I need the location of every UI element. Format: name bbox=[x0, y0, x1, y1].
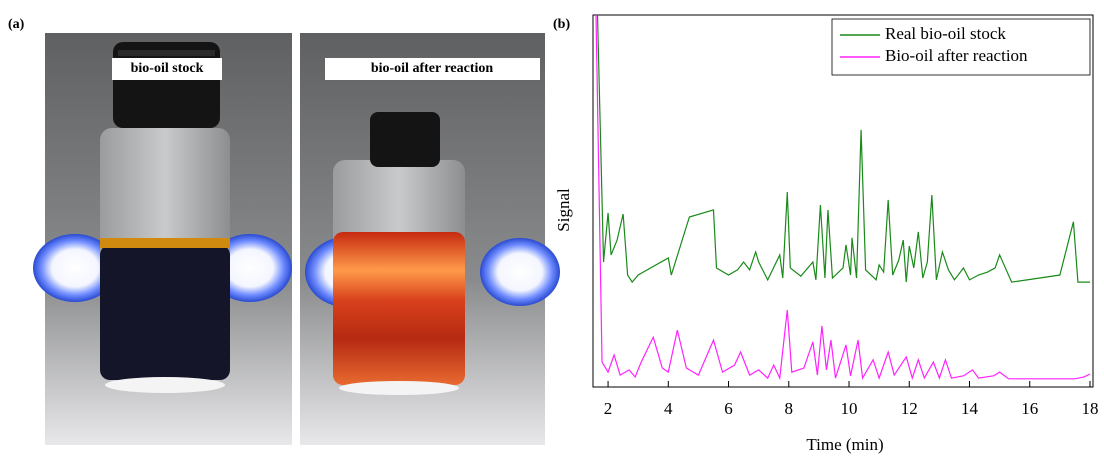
plot-area bbox=[595, 15, 1091, 381]
x-tick-label: 4 bbox=[664, 399, 673, 418]
x-axis-label: Time (min) bbox=[806, 435, 883, 454]
data-line bbox=[596, 15, 1090, 284]
x-tick-label: 10 bbox=[841, 399, 858, 418]
x-tick-label: 16 bbox=[1021, 399, 1038, 418]
plot-frame bbox=[592, 14, 1094, 388]
x-tick-label: 2 bbox=[604, 399, 613, 418]
legend-label: Bio-oil after reaction bbox=[885, 46, 1028, 65]
panel-label: (a) bbox=[8, 17, 25, 32]
data-line bbox=[595, 15, 1091, 381]
x-tick-label: 14 bbox=[961, 399, 979, 418]
photo: bio-oil after reaction bbox=[300, 33, 560, 445]
photo-caption: bio-oil stock bbox=[131, 61, 204, 76]
photo: bio-oil stock bbox=[33, 33, 292, 445]
x-tick-label: 8 bbox=[785, 399, 794, 418]
y-axis-label: Signal bbox=[554, 188, 573, 232]
panel-label: (b) bbox=[553, 17, 570, 32]
x-tick-label: 18 bbox=[1081, 399, 1098, 418]
photo-caption: bio-oil after reaction bbox=[371, 61, 494, 76]
legend bbox=[831, 18, 1091, 76]
x-tick-label: 12 bbox=[901, 399, 918, 418]
legend-label: Real bio-oil stock bbox=[885, 24, 1006, 43]
x-tick-label: 6 bbox=[724, 399, 733, 418]
